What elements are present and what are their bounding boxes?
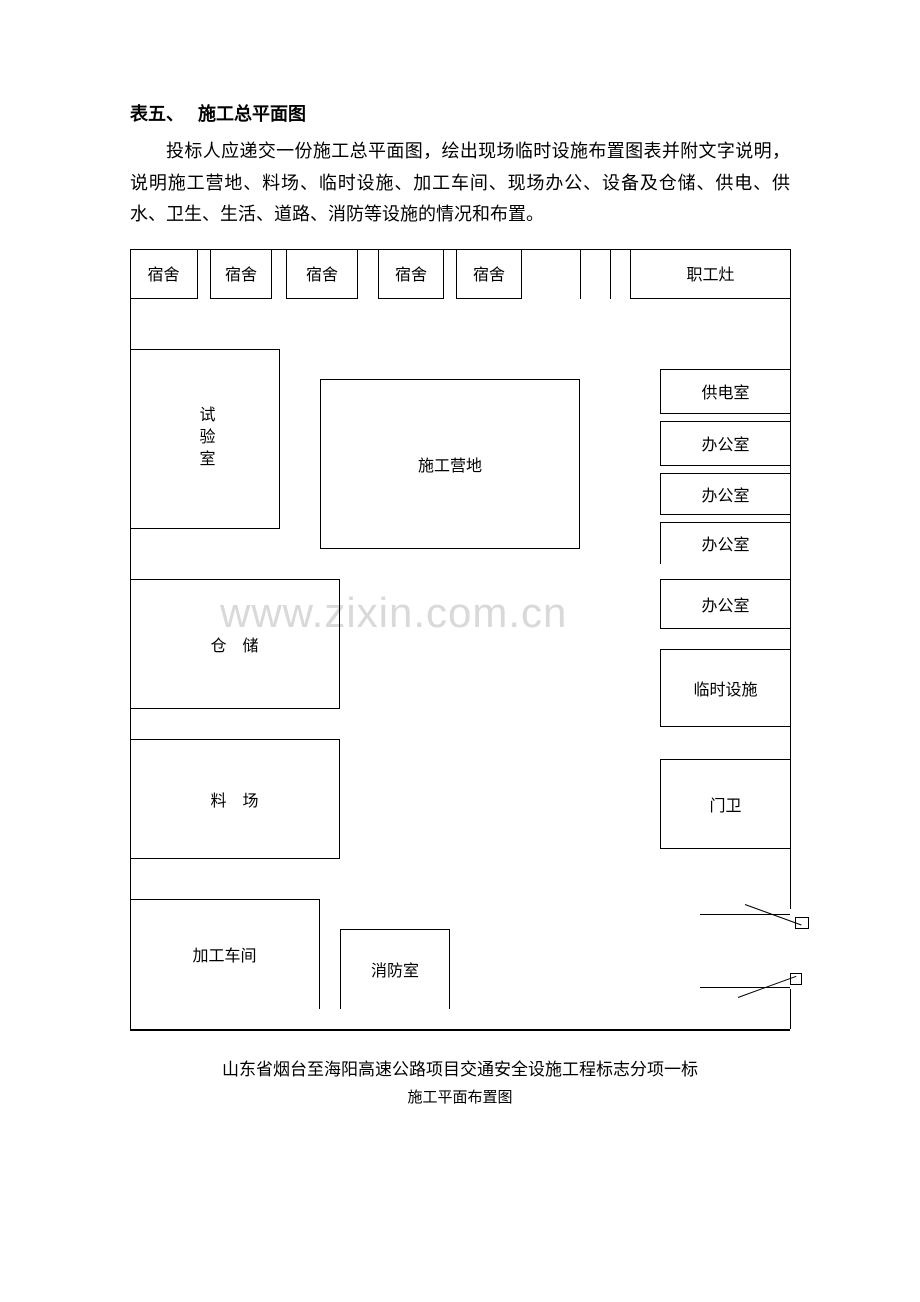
- gate-upper-h: [700, 914, 790, 915]
- room-storage: 仓 储: [130, 579, 340, 709]
- room-dorm4: 宿舍: [378, 249, 444, 299]
- room-office2: 办公室: [660, 473, 790, 515]
- room-power: 供电室: [660, 369, 790, 414]
- room-office1: 办公室: [660, 421, 790, 466]
- caption-line1: 山东省烟台至海阳高速公路项目交通安全设施工程标志分项一标: [130, 1055, 790, 1080]
- label-dorm4: 宿舍: [395, 261, 427, 285]
- label-fire: 消防室: [371, 957, 419, 981]
- room-dorm1: 宿舍: [130, 249, 198, 299]
- label-temp: 临时设施: [693, 676, 757, 700]
- room-staff-kitchen: 职工灶: [630, 249, 790, 299]
- room-yard: 料 场: [130, 739, 340, 859]
- caption-line2: 施工平面布置图: [130, 1086, 790, 1107]
- divider-stub2: [610, 249, 611, 299]
- room-fire: 消防室: [340, 929, 450, 1009]
- label-workshop: 加工车间: [192, 942, 256, 966]
- label-office1: 办公室: [701, 431, 749, 455]
- room-office3: 办公室: [660, 522, 790, 564]
- gate-upper-box: [795, 917, 809, 929]
- label-staff-kitchen: 职工灶: [686, 261, 734, 285]
- label-guard: 门卫: [709, 792, 741, 816]
- room-camp: 施工营地: [320, 379, 580, 549]
- room-guard: 门卫: [660, 759, 790, 849]
- label-dorm5: 宿舍: [473, 261, 505, 285]
- label-yard: 料 场: [210, 787, 258, 811]
- label-office4: 办公室: [701, 592, 749, 616]
- label-dorm3: 宿舍: [306, 261, 338, 285]
- label-dorm1: 宿舍: [147, 261, 179, 285]
- heading-prefix: 表五、: [130, 104, 184, 124]
- room-dorm3: 宿舍: [286, 249, 358, 299]
- label-power: 供电室: [701, 379, 749, 403]
- heading-title: 施工总平面图: [198, 104, 306, 124]
- floorplan-diagram: 宿舍 宿舍 宿舍 宿舍 宿舍 职工灶 试验室 施工营地 供电室 办公室 办公室 …: [130, 249, 790, 1029]
- room-temp: 临时设施: [660, 649, 790, 727]
- room-dorm5: 宿舍: [456, 249, 522, 299]
- room-lab: 试验室: [130, 349, 280, 529]
- label-office2: 办公室: [701, 482, 749, 506]
- divider-stub1: [580, 249, 581, 299]
- section-heading: 表五、施工总平面图: [130, 100, 790, 126]
- outer-right-lower: [790, 989, 791, 1029]
- room-office4: 办公室: [660, 579, 790, 629]
- label-lab: 试验室: [193, 406, 217, 472]
- room-workshop: 加工车间: [130, 899, 320, 1009]
- label-office3: 办公室: [701, 531, 749, 555]
- gate-lower-h: [700, 987, 790, 988]
- intro-paragraph: 投标人应递交一份施工总平面图，绘出现场临时设施布置图表并附文字说明，说明施工营地…: [130, 136, 790, 231]
- outer-right-upper: [790, 249, 791, 909]
- gate-lower-box: [790, 973, 802, 985]
- label-storage: 仓 储: [210, 632, 258, 656]
- room-dorm2: 宿舍: [210, 249, 272, 299]
- label-dorm2: 宿舍: [225, 261, 257, 285]
- label-camp: 施工营地: [418, 452, 482, 476]
- outer-bottom: [130, 1029, 790, 1031]
